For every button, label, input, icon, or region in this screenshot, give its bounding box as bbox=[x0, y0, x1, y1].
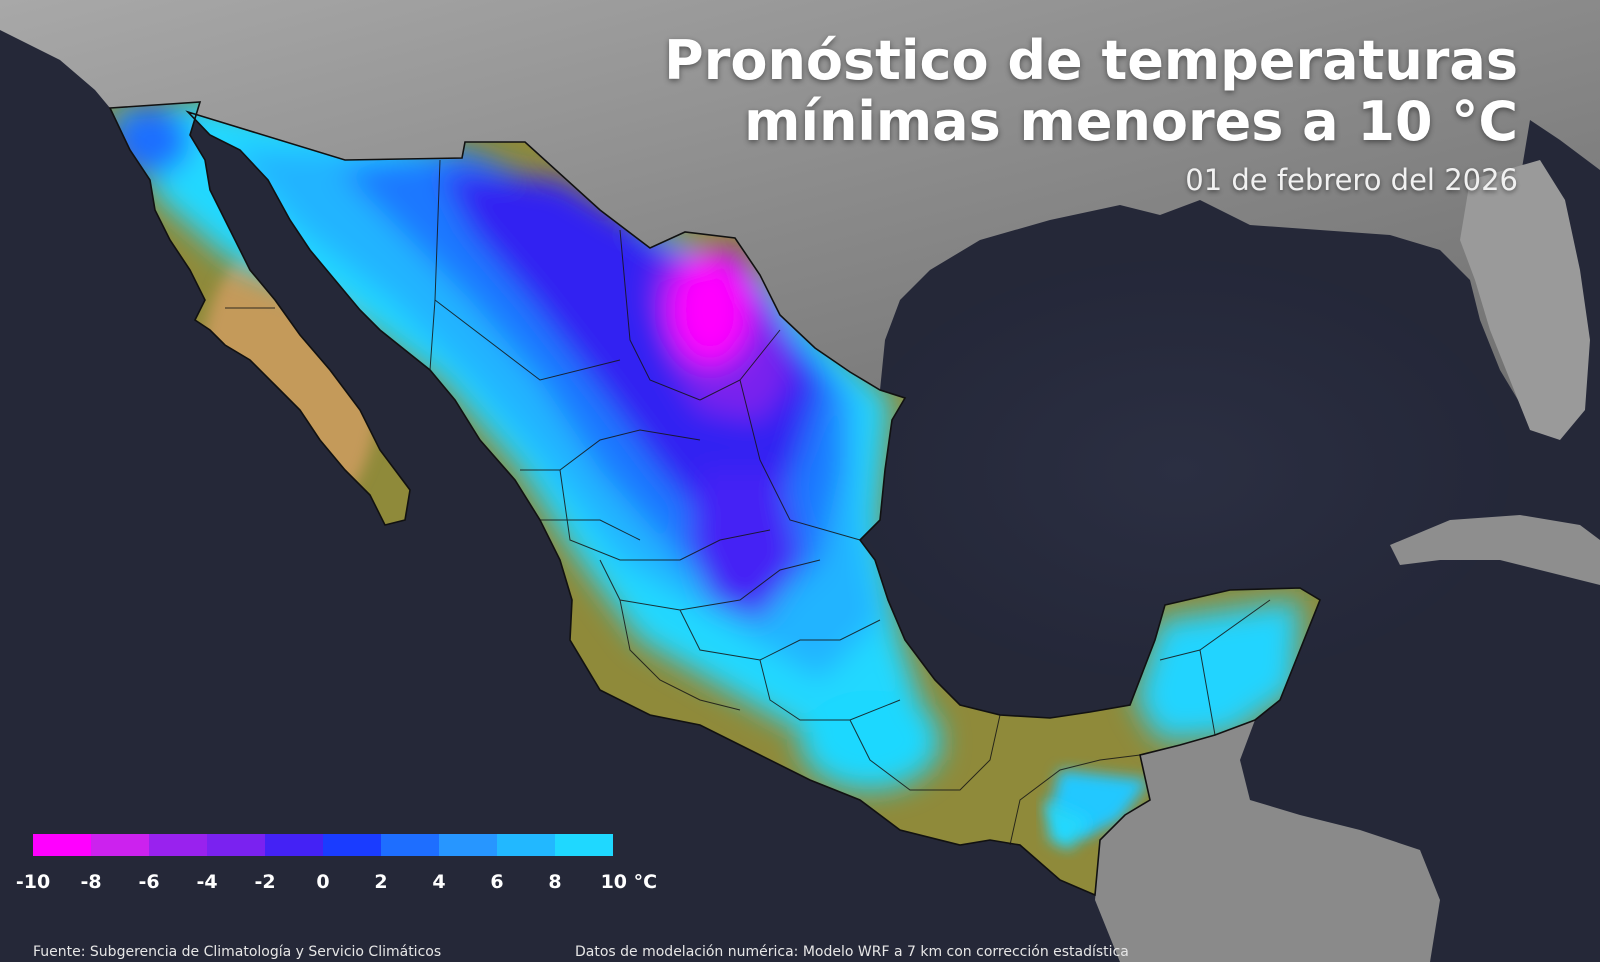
legend-tick-label: 4 bbox=[432, 871, 446, 893]
legend-swatch bbox=[149, 834, 207, 856]
legend-swatch bbox=[497, 834, 555, 856]
forecast-date: 01 de febrero del 2026 bbox=[1185, 163, 1518, 197]
legend-tick-label: 10 °C bbox=[600, 871, 658, 893]
baja-california-outline bbox=[108, 101, 411, 526]
usa-landmass bbox=[0, 0, 1600, 420]
footer-model: Datos de modelación numérica: Modelo WRF… bbox=[575, 944, 1129, 960]
legend-swatch bbox=[439, 834, 497, 856]
legend-tick-label: -10 bbox=[15, 871, 51, 893]
legend-swatch bbox=[381, 834, 439, 856]
legend-swatch bbox=[323, 834, 381, 856]
legend-swatch bbox=[265, 834, 323, 856]
central-america bbox=[1095, 720, 1440, 962]
state-boundaries bbox=[225, 159, 1271, 846]
legend-swatch bbox=[91, 834, 149, 856]
title-line-2: mínimas menores a 10 °C bbox=[744, 90, 1518, 153]
florida bbox=[1460, 160, 1590, 440]
footer-source: Fuente: Subgerencia de Climatología y Se… bbox=[33, 944, 442, 960]
mexico-mainland-outline bbox=[185, 110, 1321, 897]
legend-tick-label: 8 bbox=[548, 871, 562, 893]
temperature-legend: -10 -8 -6 -4 -2 0 2 4 6 8 10 °C bbox=[16, 834, 657, 894]
legend-color-bar bbox=[33, 834, 613, 856]
legend-labels: -10 -8 -6 -4 -2 0 2 4 6 8 10 °C bbox=[16, 871, 693, 897]
legend-tick-label: -6 bbox=[138, 871, 160, 893]
cuba bbox=[1390, 515, 1600, 585]
legend-swatch bbox=[207, 834, 265, 856]
legend-tick-label: 0 bbox=[316, 871, 330, 893]
legend-tick-label: 2 bbox=[374, 871, 388, 893]
legend-swatch bbox=[555, 834, 613, 856]
legend-tick-label: -8 bbox=[80, 871, 102, 893]
page-title: Pronóstico de temperaturas mínimas menor… bbox=[618, 30, 1518, 152]
legend-tick-label: 6 bbox=[490, 871, 504, 893]
legend-tick-label: -4 bbox=[196, 871, 218, 893]
title-line-1: Pronóstico de temperaturas bbox=[664, 29, 1518, 92]
legend-swatch bbox=[33, 834, 91, 856]
legend-tick-label: -2 bbox=[254, 871, 276, 893]
